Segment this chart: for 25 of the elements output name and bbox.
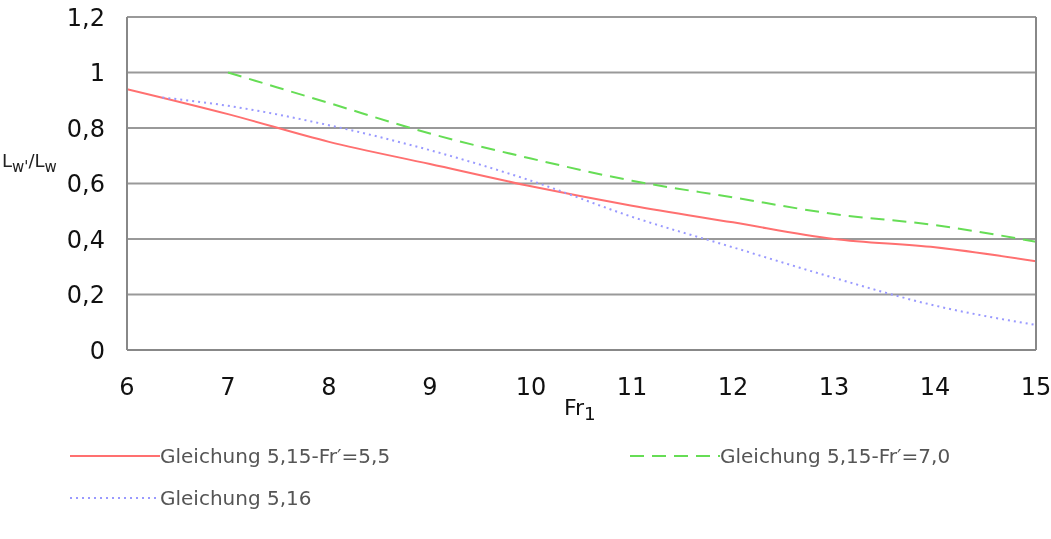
- line-series: [227, 71, 1036, 243]
- x-tick-label: 10: [515, 373, 547, 402]
- legend-label: Gleichung 5,15-Fr′=5,5: [160, 444, 391, 468]
- x-tick-label: 9: [422, 373, 438, 402]
- x-tick-label: 12: [717, 373, 749, 402]
- x-tick-label: 13: [818, 373, 850, 402]
- y-axis-title: L$_{w'}$/L$_{w}$: [2, 150, 57, 176]
- x-tick-label: 6: [119, 373, 135, 402]
- y-tick-label: 1,2: [66, 3, 105, 32]
- y-tick-label: 0,8: [66, 114, 105, 143]
- y-tick-label: 0,4: [66, 225, 105, 254]
- legend-label: Gleichung 5,15-Fr′=7,0: [720, 444, 951, 468]
- y-tick-label: 1: [89, 59, 105, 88]
- y-tick-label: 0: [89, 336, 105, 365]
- legend-label: Gleichung 5,16: [160, 486, 312, 510]
- y-tick-label: 0,6: [66, 170, 105, 199]
- x-tick-label: 14: [919, 373, 951, 402]
- y-tick-label: 0,2: [66, 281, 105, 310]
- x-tick-label: 11: [616, 373, 648, 402]
- line-series: [161, 96, 1036, 327]
- x-tick-label: 8: [321, 373, 337, 402]
- line-series: [127, 88, 1036, 263]
- x-tick-label: 15: [1020, 373, 1051, 402]
- x-tick-label: 7: [220, 373, 236, 402]
- x-axis-title: Fr$_{1}$: [564, 395, 596, 425]
